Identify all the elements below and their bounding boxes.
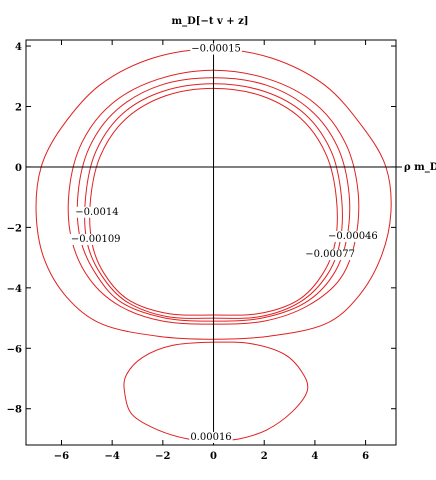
contour-label-background: [327, 230, 379, 242]
contour-label-background: [190, 43, 242, 55]
contour-value-label: −0.00109: [71, 234, 121, 245]
contour-line-5: [123, 341, 309, 442]
y-tick-label: 4: [15, 42, 22, 53]
contour-value-label: −0.00077: [305, 249, 355, 260]
y-tick-label: 0: [15, 163, 22, 174]
contour-value-label: −0.00046: [328, 231, 378, 242]
x-tick-label: 2: [261, 451, 268, 462]
plot-frame: [25, 39, 397, 446]
x-axis-label: ρ m_D: [404, 162, 436, 173]
contour-label-background: [69, 233, 122, 245]
contour-label-background: [74, 206, 120, 218]
x-tick-label: −6: [54, 451, 69, 462]
contour-value-label: 0.00016: [190, 432, 231, 443]
axes: [26, 40, 402, 445]
y-tick-label: −4: [7, 284, 22, 295]
contour-value-label: −0.0014: [75, 207, 118, 218]
x-tick-label: 4: [311, 451, 318, 462]
ticks: −6 −4 −2 0 2 4 6 4 2 0 −2 −4 −6 −8: [7, 40, 396, 462]
x-tick-label: 0: [210, 451, 217, 462]
plot-border: [25, 39, 397, 446]
contour-label-background: [189, 431, 233, 443]
x-tick-label: −4: [104, 451, 119, 462]
y-tick-label: −8: [7, 405, 22, 416]
contour-label-background: [304, 249, 356, 261]
x-tick-label: −2: [155, 451, 170, 462]
top-axis-label: m_D[−t v + z]: [171, 16, 248, 27]
y-tick-label: 2: [15, 102, 22, 113]
contour-labels: −0.00015 −0.0014 −0.00109 −0.00046 −0.00077 0…: [69, 43, 379, 443]
y-tick-label: −6: [7, 344, 22, 355]
x-tick-label: 6: [362, 451, 369, 462]
y-tick-label: −2: [7, 223, 22, 234]
contour-value-label: −0.00015: [191, 44, 241, 55]
